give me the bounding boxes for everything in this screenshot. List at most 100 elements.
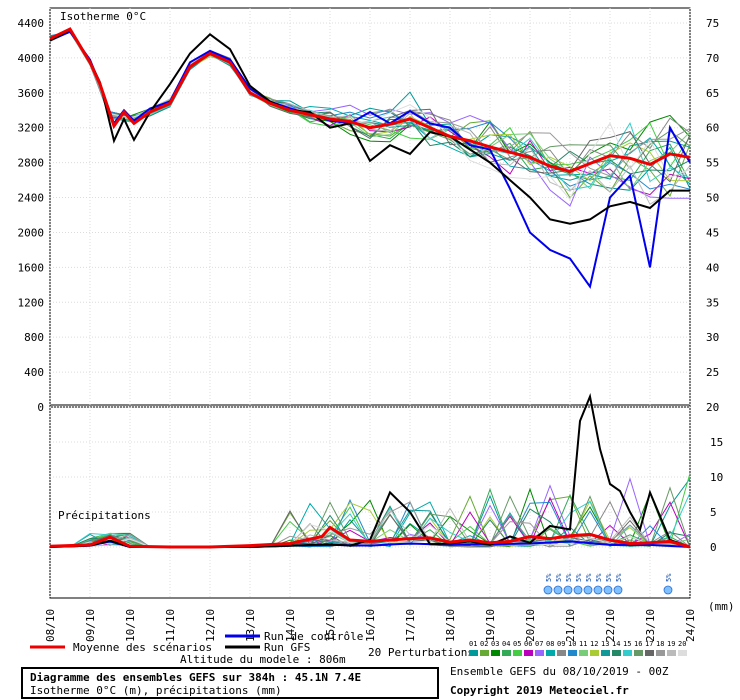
pert-number: 07 (535, 640, 543, 648)
y-tick-right: 65 (706, 87, 719, 100)
x-tick-label: 20/10 (524, 609, 537, 642)
x-tick-label: 16/10 (364, 609, 377, 642)
snow-probability-markers: 5% 5% 5% 5% 5% 5% 5% 5% 5% (543, 573, 673, 595)
x-tick-label: 18/10 (444, 609, 457, 642)
y-tick-precip: 10 (710, 471, 723, 484)
pert-number: 20 (678, 640, 686, 648)
perturbations-label: 20 Perturbations (368, 646, 474, 659)
snow-percent-label: 5% (555, 573, 563, 582)
legend-control-label: Run de contrôle (264, 630, 363, 643)
pert-number: 14 (612, 640, 620, 648)
snowflake-icon (603, 585, 613, 595)
pert-swatch (656, 650, 665, 656)
pert-number: 03 (491, 640, 499, 648)
pert-swatch (524, 650, 533, 656)
pert-swatch (667, 650, 676, 656)
isotherm-mean-line (49, 27, 691, 173)
y-tick-right: 20 (706, 401, 719, 414)
pert-number: 13 (601, 640, 609, 648)
isotherm-perturbation-line (49, 31, 691, 170)
pert-number: 02 (480, 640, 488, 648)
pert-swatch (546, 650, 555, 656)
y-tick-left: 3200 (18, 122, 45, 135)
legend: Moyenne des scénarios Run de contrôle Ru… (30, 630, 687, 666)
isotherm-main-series (49, 27, 691, 290)
legend-mean-label: Moyenne des scénarios (73, 641, 212, 654)
snow-percent-label: 5% (545, 573, 553, 582)
pert-number: 10 (568, 640, 576, 648)
pert-number: 01 (469, 640, 477, 648)
x-tick-label: 24/10 (684, 609, 697, 642)
y-tick-right: 75 (706, 17, 719, 30)
precip-mean-line (49, 525, 691, 549)
y-tick-right: 40 (706, 261, 719, 274)
footer-title: Diagramme des ensembles GEFS sur 384h : … (30, 671, 361, 684)
pert-swatch (678, 650, 687, 656)
y-tick-right: 30 (706, 331, 719, 344)
x-tick-label: 13/10 (244, 609, 257, 642)
snow-percent-label: 5% (615, 573, 623, 582)
snowflake-icon (563, 585, 573, 595)
pert-swatch (513, 650, 522, 656)
snowflake-icon (593, 585, 603, 595)
isotherm-gfs-line (49, 28, 690, 225)
precip-gfs-line (49, 392, 691, 548)
precip-main-series (49, 392, 691, 549)
x-tick-label: 15/10 (324, 609, 337, 642)
y-tick-left: 2800 (18, 157, 45, 170)
run-label: Ensemble GEFS du 08/10/2019 - 00Z (450, 665, 669, 678)
pert-number: 12 (590, 640, 598, 648)
snow-percent-label: 5% (595, 573, 603, 582)
y-tick-left: 3600 (18, 87, 45, 100)
pert-swatch (502, 650, 511, 656)
y-tick-right: 55 (706, 157, 719, 170)
pert-number: 11 (579, 640, 587, 648)
pert-number: 06 (524, 640, 532, 648)
y-tick-precip: 15 (710, 436, 723, 449)
pert-swatch (535, 650, 544, 656)
snow-percent-label: 5% (565, 573, 573, 582)
y-tick-precip: 5 (710, 506, 717, 519)
x-unit-label: (mm) (708, 600, 735, 613)
x-tick-label: 17/10 (404, 609, 417, 642)
x-tick-label: 22/10 (604, 609, 617, 642)
y-tick-right: 45 (706, 226, 719, 239)
isotherm-perturbation-line (49, 31, 691, 175)
copyright-label: Copyright 2019 Meteociel.fr (450, 684, 629, 697)
pert-number: 09 (557, 640, 565, 648)
perturbation-swatches: 01 02 03 04 05 06 07 08 09 10 11 12 13 14 15 16 17 18 19 20 (469, 640, 687, 656)
pert-swatch (623, 650, 632, 656)
y-tick-left: 2000 (18, 226, 45, 239)
y-tick-labels: 0400800120016002000240028003200360040004… (18, 17, 724, 554)
pert-number: 15 (623, 640, 631, 648)
snowflake-icon (543, 585, 553, 595)
pert-swatch (634, 650, 643, 656)
y-tick-right: 25 (706, 366, 719, 379)
x-tick-label: 10/10 (124, 609, 137, 642)
x-tick-label: 19/10 (484, 609, 497, 642)
snow-percent-label: 5% (605, 573, 613, 582)
y-tick-left: 400 (24, 366, 44, 379)
snow-percent-label: 5% (665, 573, 673, 582)
y-tick-left: 1200 (18, 296, 45, 309)
pert-number: 19 (667, 640, 675, 648)
y-tick-left: 0 (37, 401, 44, 414)
footer-box (21, 667, 439, 699)
y-tick-precip: 0 (710, 541, 717, 554)
snowflake-icon (573, 585, 583, 595)
isotherm-perturbation-line (49, 31, 691, 191)
precip-title: Précipitations (58, 509, 151, 522)
pert-swatch (480, 650, 489, 656)
x-tick-label: 08/10 (44, 609, 57, 642)
grid (49, 8, 691, 598)
pert-swatch (557, 650, 566, 656)
y-tick-left: 1600 (18, 261, 45, 274)
legend-gfs-label: Run GFS (264, 641, 310, 654)
x-tick-label: 14/10 (284, 609, 297, 642)
y-tick-left: 4400 (18, 17, 45, 30)
pert-number: 04 (502, 640, 510, 648)
snowflake-icon (663, 585, 673, 595)
snowflake-icon (613, 585, 623, 595)
